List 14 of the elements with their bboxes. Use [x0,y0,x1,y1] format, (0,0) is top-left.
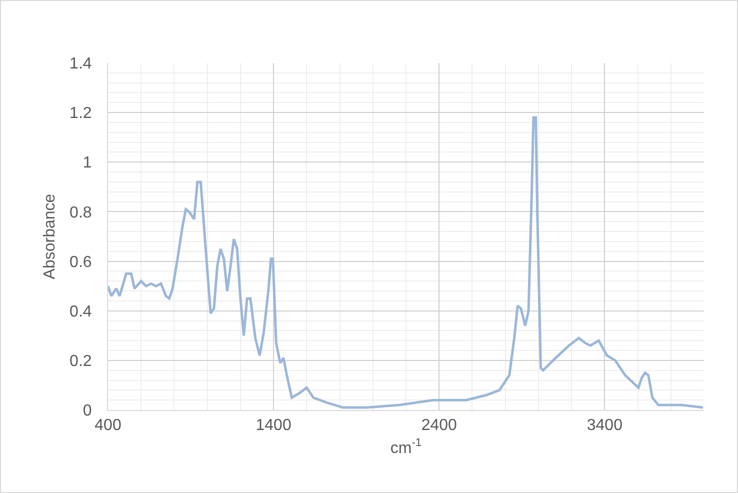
y-tick-label: 0.8 [70,204,92,222]
y-tick-label: 0.4 [70,303,92,320]
y-axis-title: Absorbance [41,194,58,280]
x-tick-label: 3400 [586,417,623,434]
x-axis-title: cm$^{-1}$ [390,437,422,457]
y-tick-label: 0.2 [70,353,92,370]
y-tick-label: 1.4 [70,56,92,73]
y-tick-label: 1 [82,154,92,172]
y-tick-label: 0 [82,402,92,420]
x-tick-label: 2400 [421,417,458,434]
y-tick-label: 0.6 [70,254,92,271]
x-tick-label: 400 [94,417,122,434]
y-tick-label: 1.2 [70,105,92,122]
x-tick-label: 1400 [256,417,292,434]
